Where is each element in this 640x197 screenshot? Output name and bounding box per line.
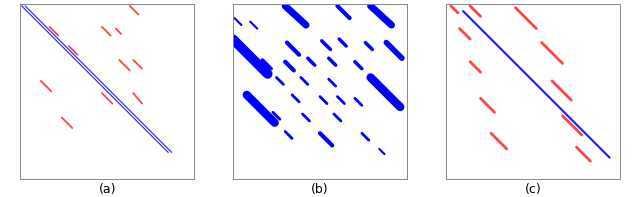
X-axis label: (a): (a) [99,183,116,196]
X-axis label: (b): (b) [311,183,329,196]
X-axis label: (c): (c) [525,183,541,196]
